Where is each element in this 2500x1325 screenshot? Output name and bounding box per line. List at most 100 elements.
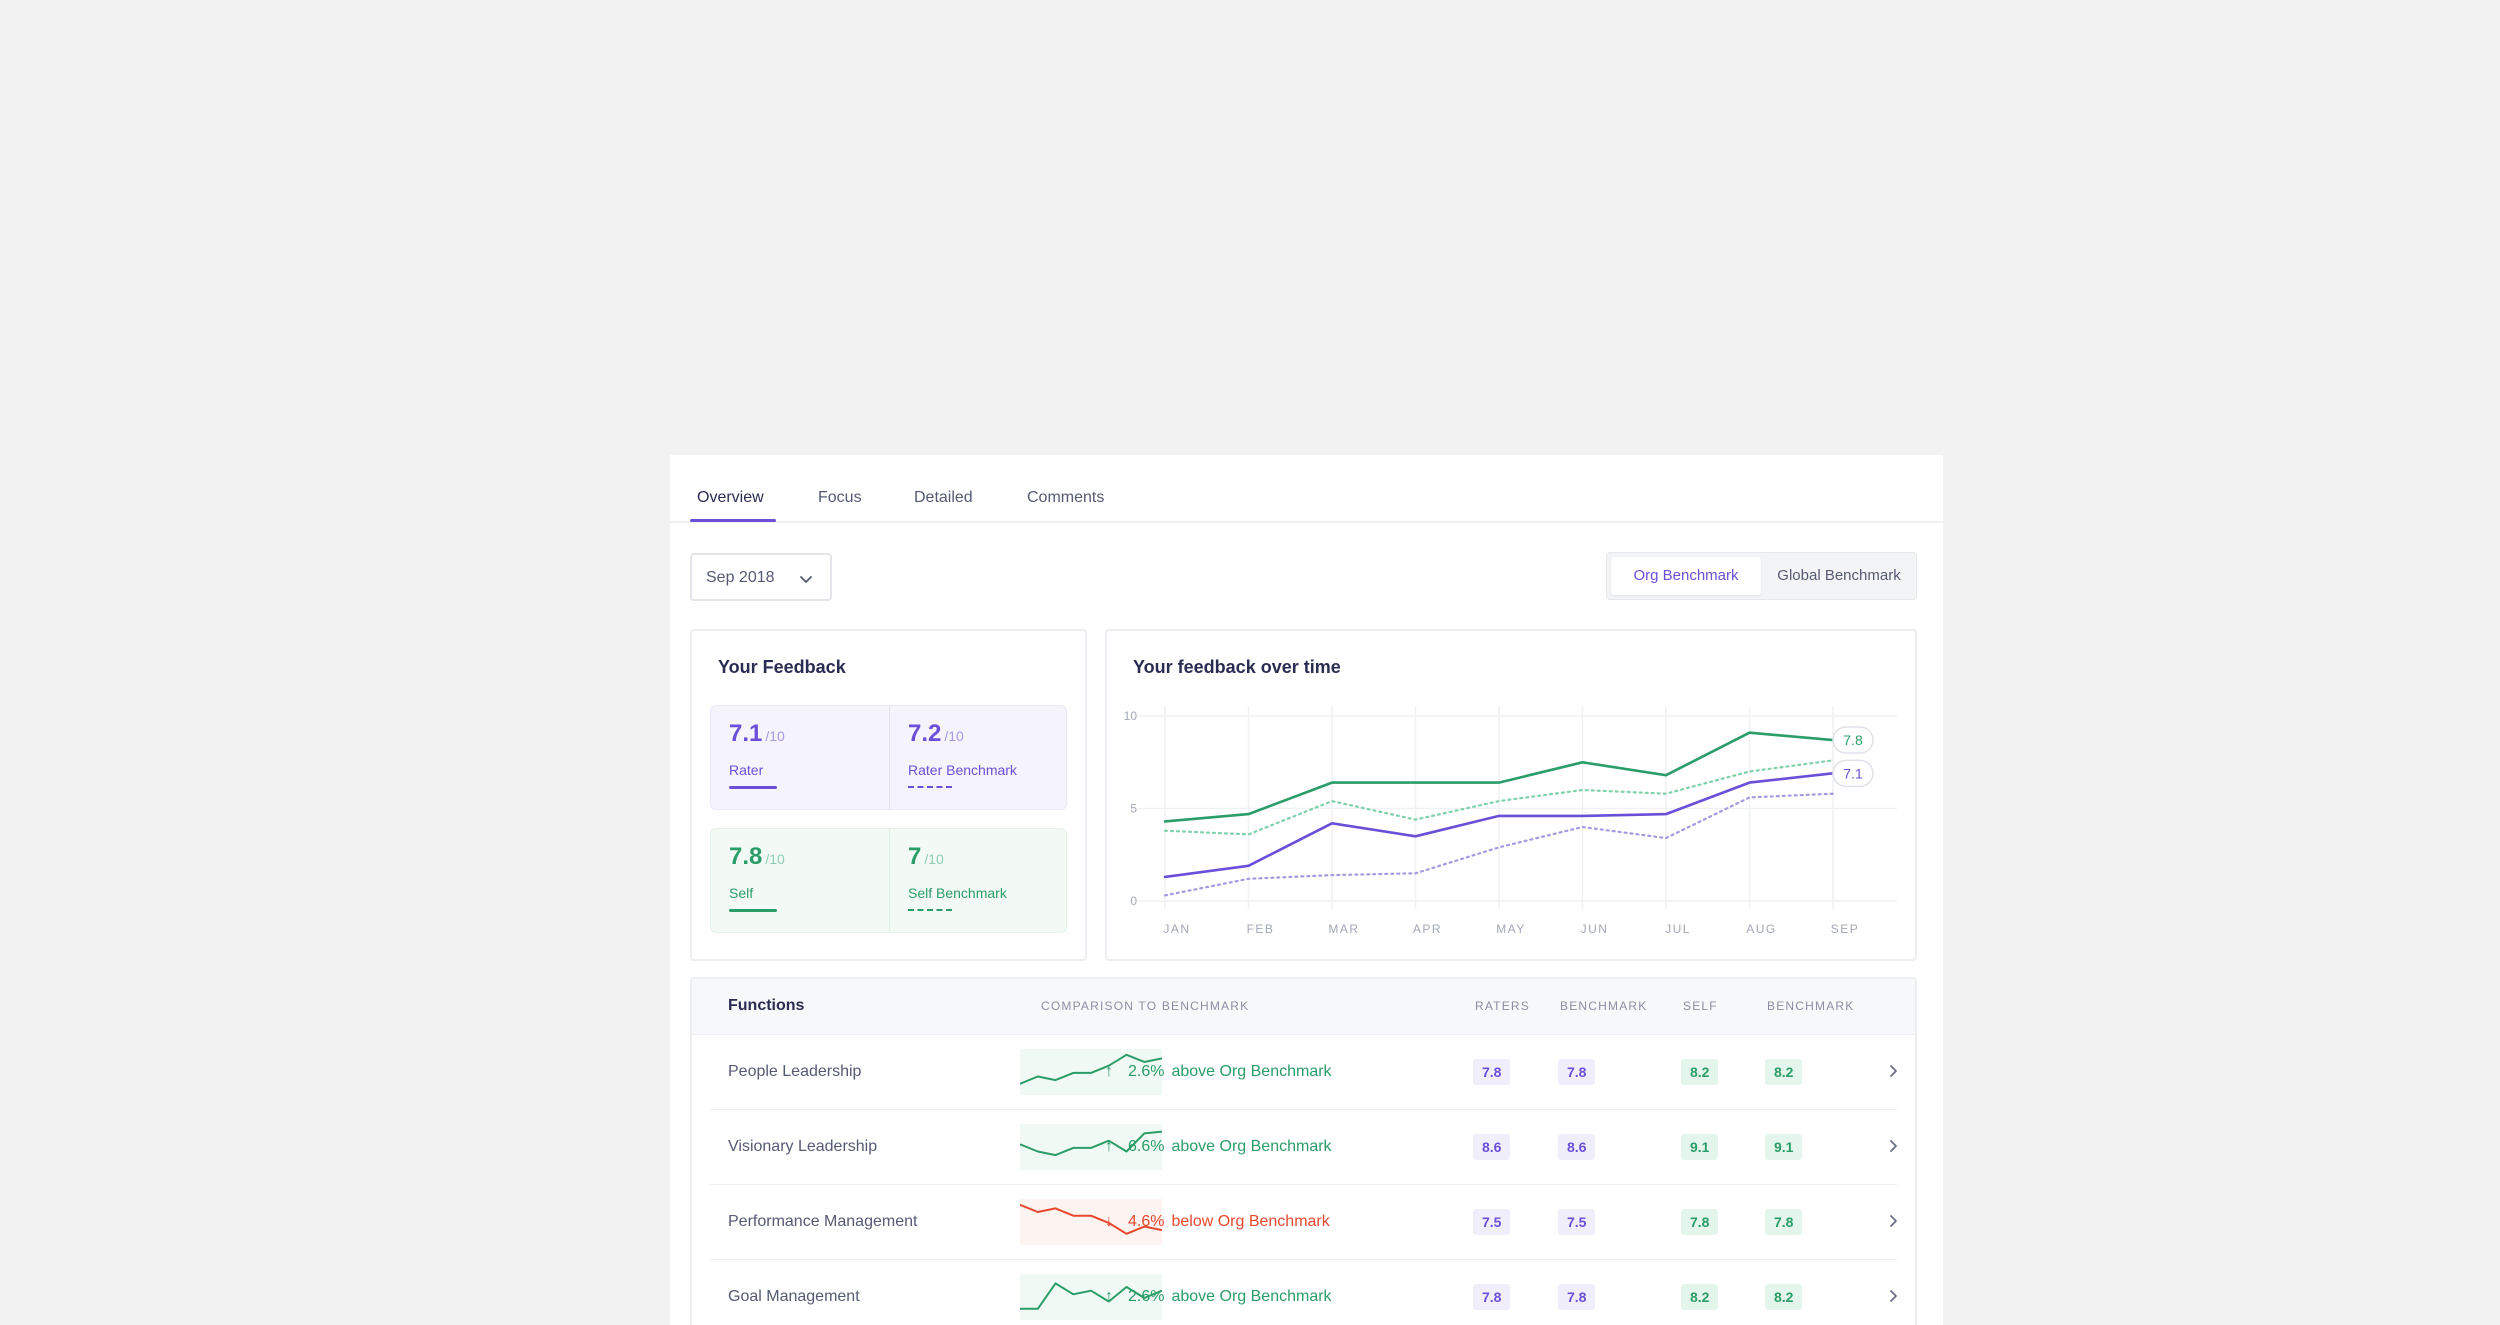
comparison-percent: 2.6% (1128, 1288, 1165, 1305)
end-value-label-self: 7.8 (1832, 726, 1874, 754)
x-tick-label: APR (1413, 922, 1442, 936)
header-functions: Functions (728, 997, 805, 1014)
trend-sparkline (1020, 1124, 1162, 1170)
header-benchmark: BENCHMARK (1560, 999, 1648, 1013)
header-self-benchmark: BENCHMARK (1767, 999, 1855, 1013)
y-tick-label: 10 (1124, 709, 1138, 723)
series-line-self-benchmark (1163, 759, 1835, 836)
tab-focus[interactable]: Focus (818, 489, 862, 506)
benchmark-comparison: ↑ 2.6% above Org Benchmark (1100, 1288, 1332, 1306)
y-tick-label: 0 (1130, 894, 1137, 908)
self-score-badge: 7.8 (1681, 1209, 1719, 1235)
x-tick-label: JUL (1665, 922, 1691, 936)
comparison-text: above Org Benchmark (1171, 1063, 1332, 1080)
comparison-percent: 6.6% (1128, 1138, 1165, 1155)
raters-benchmark-badge: 7.8 (1558, 1059, 1596, 1085)
self-score-value: 7.8 (729, 843, 763, 870)
table-row[interactable]: Goal Management ↑ 2.6% above Org Benchmark 7… (710, 1260, 1897, 1325)
divider (889, 829, 890, 932)
table-row[interactable]: People Leadership ↑ 2.6% above Org Benchmar… (710, 1035, 1897, 1110)
self-score-label: Self (729, 885, 754, 901)
raters-benchmark-badge: 7.8 (1558, 1284, 1596, 1310)
sparkline-path (1020, 1282, 1162, 1310)
comparison-text: below Org Benchmark (1171, 1213, 1330, 1230)
table-header: Functions COMPARISON TO BENCHMARK RATERS… (692, 979, 1915, 1035)
self-benchmark-label: Self Benchmark (908, 885, 1007, 901)
rater-score-label: Rater (729, 762, 764, 778)
rater-scores: 7.1/10 Rater 7.2/10 Rater Benchmark (710, 705, 1067, 810)
self-benchmark-line-swatch (908, 909, 952, 911)
self-score-badge: 8.2 (1681, 1059, 1719, 1085)
rater-benchmark-score: 7.2/10 Rater Benchmark (908, 720, 1017, 788)
benchmark-comparison: ↓ 4.6% below Org Benchmark (1100, 1213, 1330, 1231)
chevron-right-icon[interactable] (1884, 1137, 1902, 1155)
x-tick-label: JAN (1163, 922, 1190, 936)
feedback-trend-chart: 0 5 10 JAN FEB MAR APR MAY JUN JUL AUG SEP 7.8 7.1 (1124, 706, 1897, 936)
tab-bar: Overview Focus Detailed Comments (670, 455, 1943, 523)
rater-benchmark-denominator: /10 (944, 728, 964, 744)
chevron-right-icon[interactable] (1884, 1212, 1902, 1230)
benchmark-comparison: ↑ 2.6% above Org Benchmark (1100, 1063, 1332, 1081)
raters-score-badge: 8.6 (1473, 1134, 1511, 1160)
rater-score: 7.1/10 Rater (729, 720, 785, 789)
y-tick-label: 5 (1130, 802, 1137, 816)
function-name: Performance Management (728, 1213, 918, 1230)
raters-score-badge: 7.8 (1473, 1059, 1511, 1085)
x-tick-label: SEP (1831, 922, 1860, 936)
sparkline-path (1020, 1130, 1162, 1157)
org-benchmark-button[interactable]: Org Benchmark (1611, 557, 1761, 595)
benchmark-toggle: Org Benchmark Global Benchmark (1606, 552, 1917, 600)
rater-score-value: 7.1 (729, 720, 763, 747)
period-select-value: Sep 2018 (706, 569, 775, 586)
end-value-label-rater: 7.1 (1832, 759, 1874, 788)
rater-benchmark-value: 7.2 (908, 720, 942, 747)
functions-table: Functions COMPARISON TO BENCHMARK RATERS… (690, 977, 1917, 1325)
end-value-text: 7.1 (1843, 765, 1863, 781)
sparkline-path (1020, 1053, 1162, 1085)
period-select[interactable]: Sep 2018 (690, 553, 832, 601)
your-feedback-title: Your Feedback (718, 657, 846, 677)
self-score-denominator: /10 (765, 851, 785, 867)
self-benchmark-badge: 9.1 (1765, 1134, 1803, 1160)
self-benchmark-badge: 8.2 (1765, 1059, 1803, 1085)
comparison-text: above Org Benchmark (1171, 1138, 1332, 1155)
feedback-over-time-card: Your feedback over time 0 5 10 JAN FEB MAR APR… (1105, 629, 1917, 961)
tab-comments[interactable]: Comments (1027, 489, 1105, 506)
table-row[interactable]: Performance Management ↓ 4.6% below Org Ben… (710, 1185, 1897, 1260)
benchmark-comparison: ↑ 6.6% above Org Benchmark (1100, 1138, 1332, 1156)
self-benchmark-denominator: /10 (924, 851, 944, 867)
chevron-right-icon[interactable] (1884, 1062, 1902, 1080)
arrow-up-icon: ↑ (1105, 1288, 1113, 1305)
chevron-right-icon[interactable] (1884, 1287, 1902, 1305)
x-tick-label: MAY (1496, 922, 1526, 936)
your-feedback-card: Your Feedback 7.1/10 Rater 7.2/10 Rater … (690, 629, 1087, 961)
self-benchmark-badge: 7.8 (1765, 1209, 1803, 1235)
raters-score-badge: 7.8 (1473, 1284, 1511, 1310)
header-raters: RATERS (1475, 999, 1530, 1013)
active-tab-indicator (690, 519, 776, 522)
comparison-percent: 2.6% (1128, 1063, 1165, 1080)
arrow-down-icon: ↓ (1105, 1213, 1113, 1230)
tab-detailed[interactable]: Detailed (914, 489, 973, 506)
series-line-self (1163, 731, 1835, 823)
self-benchmark-value: 7 (908, 843, 922, 870)
header-self: SELF (1683, 999, 1718, 1013)
raters-benchmark-badge: 8.6 (1558, 1134, 1596, 1160)
trend-sparkline (1020, 1274, 1162, 1320)
chart-title: Your feedback over time (1133, 657, 1341, 677)
global-benchmark-button[interactable]: Global Benchmark (1777, 567, 1901, 584)
tab-overview[interactable]: Overview (697, 489, 764, 506)
divider (889, 706, 890, 809)
x-tick-label: JUN (1581, 922, 1609, 936)
x-tick-label: AUG (1746, 922, 1777, 936)
trend-sparkline (1020, 1049, 1162, 1095)
comparison-percent: 4.6% (1128, 1213, 1165, 1230)
self-score: 7.8/10 Self (729, 843, 785, 912)
end-value-text: 7.8 (1843, 732, 1863, 748)
rater-benchmark-line-swatch (908, 786, 952, 788)
comparison-text: above Org Benchmark (1171, 1288, 1332, 1305)
feedback-dashboard: Overview Focus Detailed Comments Sep 201… (670, 455, 1943, 1325)
self-score-badge: 8.2 (1681, 1284, 1719, 1310)
rater-score-denominator: /10 (765, 728, 785, 744)
table-row[interactable]: Visionary Leadership ↑ 6.6% above Org Bench… (710, 1110, 1897, 1185)
